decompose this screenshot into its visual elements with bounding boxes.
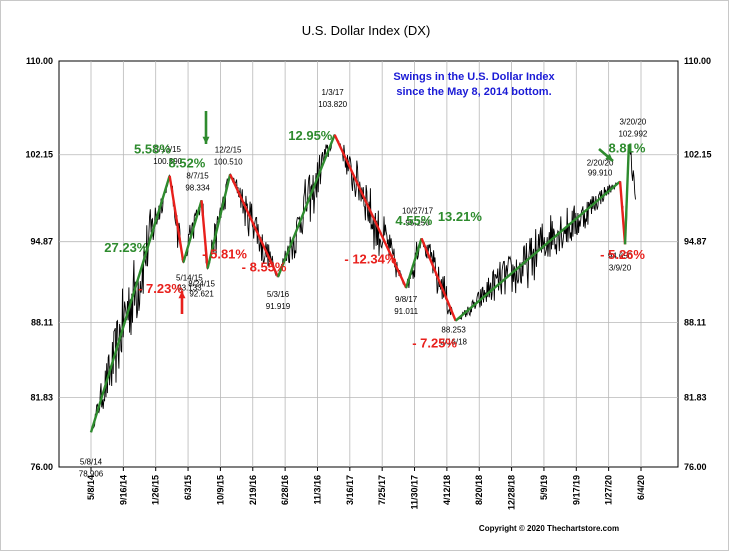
pivot-date-label: 10/27/17: [402, 206, 434, 215]
plot-area: [58, 60, 679, 468]
x-tick-label: 6/4/20: [636, 475, 646, 500]
swing-percent-label: 8.81%: [609, 140, 646, 155]
swing-percent-label: - 7.23%: [138, 281, 183, 296]
y-tick-label-left: 88.11: [31, 317, 53, 327]
y-tick-label-right: 94.87: [684, 237, 707, 247]
pivot-date-label: 12/2/15: [215, 145, 242, 154]
swing-line-up: [276, 134, 336, 278]
y-tick-label-right: 81.83: [684, 392, 707, 402]
swing-line-down: [618, 181, 627, 245]
swing-lines: [89, 134, 631, 433]
swing-line-up: [182, 199, 203, 263]
x-tick-label: 11/3/16: [312, 475, 322, 505]
copyright: Copyright © 2020 Thechartstore.com: [479, 524, 619, 533]
pivot-date-label: 2/20/20: [587, 158, 614, 167]
x-tick-label: 9/16/14: [118, 475, 128, 505]
y-tick-label-left: 76.00: [30, 462, 53, 472]
y-axis-right: 76.00 81.83 88.11 94.87 102.15 110.00: [684, 56, 712, 472]
x-tick-label: 1/26/15: [151, 475, 161, 505]
x-tick-label: 5/8/14: [86, 475, 96, 500]
pivot-value-label: 91.919: [266, 302, 291, 311]
pivot-value-label: 92.621: [189, 290, 214, 299]
down-arrow-icon-head: [202, 136, 210, 144]
annotations: 5/8/1478.9063/13/15100.3905/14/1593.1338…: [79, 88, 648, 479]
y-tick-label-right: 102.15: [684, 150, 712, 160]
swing-line-up: [206, 174, 232, 269]
x-tick-label: 5/9/19: [539, 475, 549, 500]
swing-percent-label: 8.52%: [168, 155, 205, 170]
x-tick-label: 4/12/18: [442, 475, 452, 505]
y-tick-label-left: 81.83: [30, 392, 53, 402]
pivot-date-label: 8/7/15: [186, 171, 209, 180]
pivot-value-label: 103.820: [318, 100, 347, 109]
x-tick-label: 12/28/18: [507, 475, 517, 510]
swing-line-down: [168, 175, 185, 263]
pivot-date-label: 5/8/14: [80, 457, 103, 466]
pivot-value-label: 99.910: [588, 168, 613, 177]
pivot-value-label: 100.510: [214, 157, 243, 166]
pivot-date-label: 5/3/16: [267, 290, 290, 299]
swing-percent-label: 12.95%: [288, 128, 333, 143]
x-tick-label: 10/9/15: [215, 475, 225, 505]
pivot-value-label: 100.390: [153, 157, 182, 166]
swing-percent-label: - 5.26%: [600, 247, 645, 262]
swing-percent-label: 13.21%: [438, 209, 483, 224]
x-tick-label: 6/3/15: [183, 475, 193, 500]
pivot-date-label: 3/20/20: [620, 118, 647, 127]
note-line-1: Swings in the U.S. Dollar Index: [393, 71, 555, 83]
y-tick-label-right: 110.00: [684, 56, 711, 66]
pivot-value-label: 93.133: [177, 283, 202, 292]
pivot-date-label: 2/16/18: [440, 338, 467, 347]
pivot-value-label: 88.253: [441, 326, 466, 335]
pivot-date-label: 1/3/17: [322, 88, 345, 97]
pivot-value-label: 94.650: [608, 251, 633, 260]
swing-line-down: [229, 173, 280, 278]
x-tick-label: 6/28/16: [280, 475, 290, 505]
pivot-value-label: 91.011: [394, 307, 418, 316]
pivot-date-label: 8/24/15: [188, 280, 215, 289]
x-tick-label: 11/30/17: [410, 475, 420, 510]
x-tick-label: 7/25/17: [377, 475, 387, 505]
swing-percent-label: 5.58%: [134, 141, 171, 156]
up-arrow-icon-head: [178, 291, 186, 299]
swing-line-down: [333, 134, 408, 289]
pivot-value-label: 78.906: [79, 469, 104, 478]
swing-line-up: [405, 237, 423, 289]
pointer-arrow-icon-head: [605, 153, 613, 161]
pivot-date-label: 9/8/17: [395, 295, 418, 304]
swing-percent-label: - 12.34%: [344, 251, 396, 266]
x-tick-label: 1/27/20: [604, 475, 614, 505]
chart-title: U.S. Dollar Index (DX): [302, 23, 431, 38]
pivot-value-label: 98.334: [185, 183, 210, 192]
swing-line-down: [420, 237, 457, 322]
swing-line-up: [89, 175, 171, 433]
x-axis: 5/8/14 9/16/14 1/26/15 6/3/15 10/9/15 2/19/16…: [86, 467, 646, 510]
y-tick-label-right: 76.00: [684, 462, 707, 472]
note-line-2: since the May 8, 2014 bottom.: [396, 86, 551, 98]
y-tick-label-right: 88.11: [684, 317, 706, 327]
y-tick-label-left: 94.87: [30, 237, 53, 247]
y-axis-left: 76.00 81.83 88.11 94.87 102.15 110.00: [25, 56, 53, 472]
x-tick-label: 9/17/19: [571, 475, 581, 505]
swing-percent-label: - 8.55%: [242, 260, 287, 275]
swing-line-up: [454, 180, 621, 322]
y-tick-label-left: 102.15: [25, 150, 53, 160]
x-tick-label: 2/19/16: [248, 475, 258, 505]
swing-line-up: [623, 144, 631, 245]
swing-line-down: [200, 200, 209, 269]
y-tick-label-left: 110.00: [26, 56, 53, 66]
pivot-date-label: 3/9/20: [609, 263, 632, 272]
swing-percent-label: 4.55%: [395, 213, 432, 228]
swing-percent-label: 27.23%: [104, 240, 149, 255]
x-tick-label: 8/20/18: [474, 475, 484, 505]
swing-percent-label: - 5.81%: [202, 246, 247, 261]
pivot-value-label: 95.150: [405, 218, 430, 227]
pivot-value-label: 102.992: [618, 130, 647, 139]
pivot-date-label: 5/14/15: [176, 273, 203, 282]
pivot-date-label: 3/13/15: [154, 145, 181, 154]
x-tick-label: 3/16/17: [345, 475, 355, 505]
swing-percent-label: - 7.25%: [412, 336, 457, 351]
